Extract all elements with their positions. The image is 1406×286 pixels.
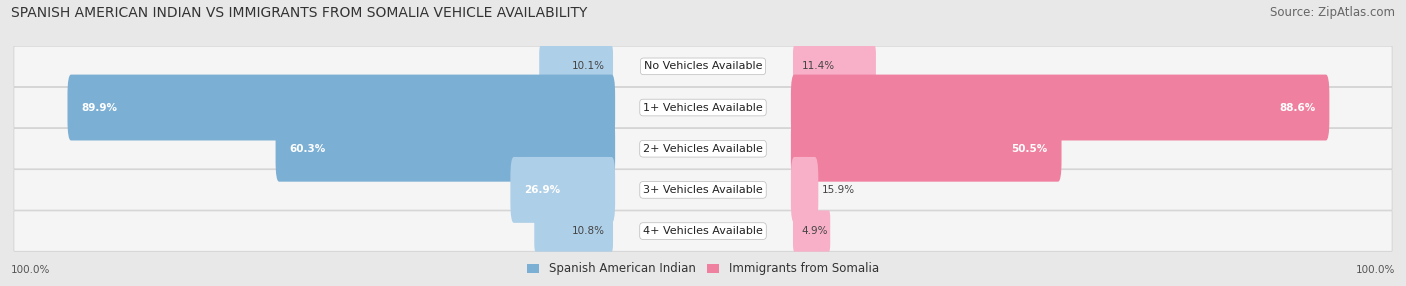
- Text: 60.3%: 60.3%: [290, 144, 326, 154]
- FancyBboxPatch shape: [540, 46, 613, 87]
- Text: 26.9%: 26.9%: [524, 185, 561, 195]
- FancyBboxPatch shape: [14, 46, 1392, 87]
- FancyBboxPatch shape: [790, 116, 1062, 182]
- Text: 100.0%: 100.0%: [11, 265, 51, 275]
- Text: No Vehicles Available: No Vehicles Available: [644, 61, 762, 71]
- Text: 1+ Vehicles Available: 1+ Vehicles Available: [643, 103, 763, 112]
- Text: 2+ Vehicles Available: 2+ Vehicles Available: [643, 144, 763, 154]
- Text: 4.9%: 4.9%: [801, 226, 828, 236]
- Text: 10.8%: 10.8%: [572, 226, 605, 236]
- Text: 100.0%: 100.0%: [1355, 265, 1395, 275]
- Text: 50.5%: 50.5%: [1011, 144, 1047, 154]
- FancyBboxPatch shape: [67, 75, 616, 140]
- FancyBboxPatch shape: [14, 211, 1392, 251]
- FancyBboxPatch shape: [793, 46, 876, 87]
- FancyBboxPatch shape: [14, 87, 1392, 128]
- FancyBboxPatch shape: [510, 157, 616, 223]
- FancyBboxPatch shape: [790, 75, 1330, 140]
- Text: SPANISH AMERICAN INDIAN VS IMMIGRANTS FROM SOMALIA VEHICLE AVAILABILITY: SPANISH AMERICAN INDIAN VS IMMIGRANTS FR…: [11, 6, 588, 20]
- Legend: Spanish American Indian, Immigrants from Somalia: Spanish American Indian, Immigrants from…: [523, 258, 883, 280]
- Text: Source: ZipAtlas.com: Source: ZipAtlas.com: [1270, 6, 1395, 19]
- FancyBboxPatch shape: [793, 210, 830, 252]
- Text: 15.9%: 15.9%: [821, 185, 855, 195]
- Text: 10.1%: 10.1%: [572, 61, 605, 71]
- Text: 88.6%: 88.6%: [1279, 103, 1316, 112]
- Text: 89.9%: 89.9%: [82, 103, 118, 112]
- FancyBboxPatch shape: [14, 128, 1392, 169]
- FancyBboxPatch shape: [534, 210, 613, 252]
- Text: 11.4%: 11.4%: [801, 61, 835, 71]
- FancyBboxPatch shape: [276, 116, 616, 182]
- FancyBboxPatch shape: [790, 157, 818, 223]
- Text: 4+ Vehicles Available: 4+ Vehicles Available: [643, 226, 763, 236]
- Text: 3+ Vehicles Available: 3+ Vehicles Available: [643, 185, 763, 195]
- FancyBboxPatch shape: [14, 170, 1392, 210]
